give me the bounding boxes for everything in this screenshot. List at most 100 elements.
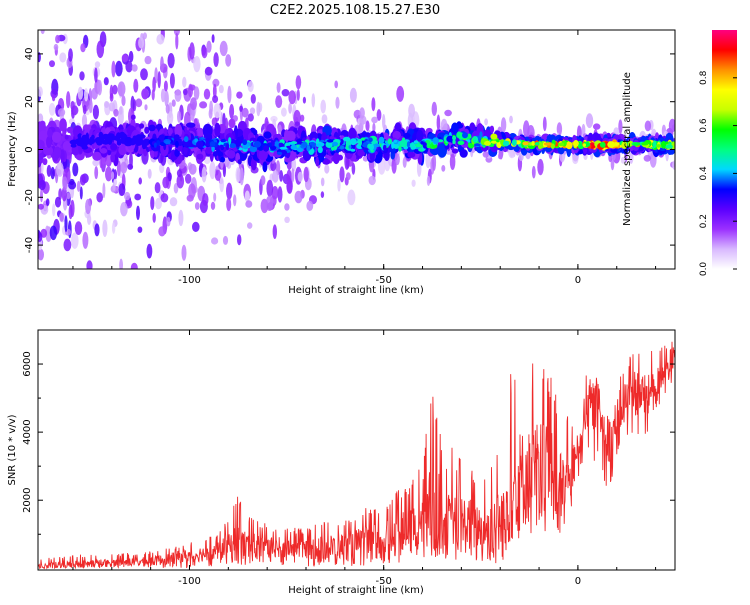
spectrogram-cell [129, 151, 133, 170]
spectrogram-cell [40, 30, 45, 35]
spectrogram-cell [451, 148, 459, 154]
spectrogram-cell [399, 139, 408, 148]
spectrogram-cell [38, 52, 41, 63]
spectrogram-cell [250, 157, 257, 171]
spectrogram-cell [124, 136, 133, 144]
spectrogram-cell [160, 193, 169, 203]
spectrogram-cell [303, 166, 309, 183]
spectrogram-cell [279, 170, 284, 182]
spectrogram-cell [194, 138, 198, 143]
spectrogram-cell [113, 169, 118, 181]
spectrogram-cell [38, 173, 44, 189]
spectrogram-cell [68, 48, 73, 62]
spectrogram-cell [119, 131, 126, 139]
spectrogram-cell [75, 138, 80, 142]
spectrogram-cell [47, 128, 53, 138]
spectrogram-cell [542, 116, 547, 132]
spectrogram-cell [116, 160, 121, 177]
spectrogram-cell [111, 60, 116, 78]
spectrogram-cell [256, 101, 261, 117]
spectrogram-cell [266, 179, 274, 198]
spectrogram-cell [339, 166, 345, 183]
spectrogram-cell [104, 101, 109, 108]
spectrogram-cell [436, 114, 441, 131]
spectrogram-cell [276, 82, 281, 93]
spectrogram-cell [87, 213, 92, 225]
spectrogram-cell [317, 146, 323, 154]
spectrogram-cell [53, 146, 62, 159]
spectrogram-cell [199, 101, 208, 109]
spectrogram-cell [537, 158, 544, 176]
spectrogram-cell [272, 224, 277, 239]
spectrogram-cell [162, 176, 170, 189]
spectrogram-cell [94, 223, 100, 237]
spectrogram-cell [152, 76, 156, 93]
colorbar-tick-label: 0.0 [699, 262, 709, 277]
spectrogram-cell [94, 67, 98, 83]
spectrogram-cell [183, 136, 189, 143]
spectrogram-cell [100, 148, 108, 154]
spectrogram-cell [489, 125, 495, 133]
x-tick-label: -50 [376, 576, 392, 587]
y-tick-label: 40 [24, 48, 35, 61]
spectrogram-cell [38, 248, 44, 261]
spectrogram-cell [43, 145, 54, 156]
x-tick-label: -100 [178, 275, 201, 286]
spectrogram-cell [56, 162, 64, 177]
spectrogram-cell [166, 216, 171, 227]
spectrogram-cell [105, 166, 113, 182]
spectrogram-cell [210, 201, 216, 210]
spectrogram-cell [177, 138, 182, 143]
spectrogram-cell [332, 152, 340, 165]
spectrogram-cell [378, 136, 385, 144]
spectrogram-cell [368, 137, 373, 142]
spectrogram-cell [96, 192, 103, 203]
spectrogram-cell [431, 101, 437, 116]
spectrogram-cell [192, 221, 200, 232]
spectrogram-cell [534, 142, 540, 146]
spectrogram-cell [118, 183, 126, 197]
spectrogram-cell [325, 141, 333, 149]
spectrogram-cell [288, 90, 297, 105]
spectrogram-cell [284, 203, 290, 211]
spectrogram-cell [349, 87, 357, 103]
spectrogram-cell [55, 34, 61, 44]
x-tick-label: 0 [575, 576, 581, 587]
spectrogram-cell [119, 258, 123, 269]
spectrogram-cell [295, 75, 302, 90]
spectrogram-cell [54, 196, 62, 208]
spectrogram-cell [644, 120, 652, 132]
spectrogram-cell [108, 102, 116, 112]
spectrogram-cell [490, 133, 498, 140]
spectrogram-cell [222, 235, 229, 245]
spectrogram-cell [440, 118, 448, 134]
spectrogram-cell [420, 141, 424, 145]
spectrogram-cell [392, 130, 401, 140]
spectrogram-cell [665, 144, 673, 149]
spectrogram-cell [63, 238, 72, 252]
spectrogram-cell [51, 131, 62, 143]
spectrogram-cell [432, 137, 440, 145]
spectrogram-cell [113, 108, 119, 117]
spectrogram-cell [64, 134, 69, 140]
spectrogram-cell [633, 142, 641, 146]
spectrogram-cell [565, 141, 573, 150]
spectrogram-cell [281, 89, 290, 97]
spectrogram-cell [45, 198, 50, 206]
spectrogram-cell [398, 145, 402, 152]
spectrogram-cell [262, 161, 268, 173]
spectrogram-cell [209, 141, 216, 148]
spectrogram-cell [213, 192, 217, 202]
spectrogram-cell [196, 153, 204, 160]
spectrogram-cell [263, 145, 270, 152]
spectrogram-cell [101, 156, 106, 165]
spectrogram-cell [116, 137, 121, 144]
spectrogram-cell [220, 156, 226, 163]
spectrogram-cell [148, 124, 156, 132]
spectrogram-cell [228, 137, 232, 144]
spectrogram-cell [324, 164, 330, 174]
y-tick-label: 0 [24, 146, 35, 152]
spectrogram-cell [320, 177, 325, 187]
spectrogram-cell [124, 191, 131, 201]
spectrogram-cell [452, 139, 456, 145]
